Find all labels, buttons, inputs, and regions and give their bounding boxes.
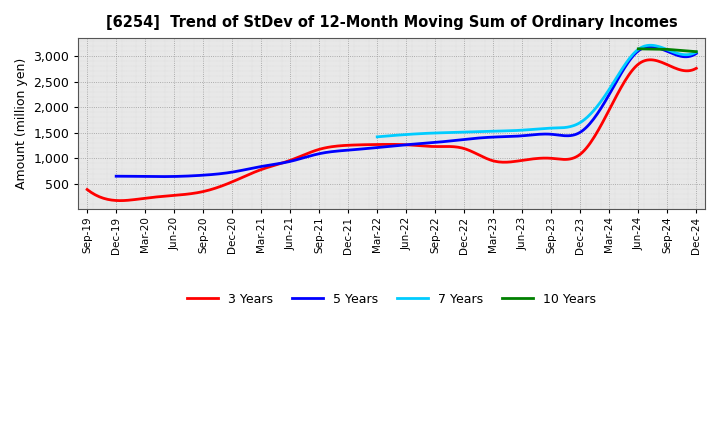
- 7 Years: [374, 134, 382, 139]
- 10 Years: [692, 49, 701, 54]
- 3 Years: [448, 144, 456, 149]
- 5 Years: [156, 174, 165, 179]
- Line: 7 Years: 7 Years: [377, 45, 696, 137]
- Title: [6254]  Trend of StDev of 12-Month Moving Sum of Ordinary Incomes: [6254] Trend of StDev of 12-Month Moving…: [106, 15, 678, 30]
- 5 Years: [603, 95, 611, 101]
- 3 Years: [692, 66, 701, 71]
- 7 Years: [568, 123, 577, 128]
- 5 Years: [469, 136, 477, 141]
- 7 Years: [373, 134, 382, 139]
- Line: 5 Years: 5 Years: [116, 47, 696, 176]
- 3 Years: [598, 120, 607, 125]
- 3 Years: [637, 59, 646, 65]
- Y-axis label: Amount (million yen): Amount (million yen): [15, 58, 28, 189]
- 10 Years: [634, 46, 643, 51]
- 7 Years: [663, 47, 672, 52]
- Line: 10 Years: 10 Years: [639, 49, 696, 51]
- 5 Years: [114, 173, 122, 179]
- 3 Years: [115, 198, 124, 203]
- 5 Years: [112, 173, 120, 179]
- 3 Years: [645, 57, 654, 62]
- 7 Years: [646, 43, 654, 48]
- 5 Years: [639, 45, 648, 50]
- 7 Years: [562, 125, 570, 130]
- 7 Years: [692, 49, 701, 55]
- 10 Years: [663, 47, 672, 52]
- Line: 3 Years: 3 Years: [87, 60, 696, 201]
- Legend: 3 Years, 5 Years, 7 Years, 10 Years: 3 Years, 5 Years, 7 Years, 10 Years: [182, 288, 601, 311]
- 3 Years: [458, 145, 467, 150]
- 5 Years: [645, 44, 654, 49]
- 3 Years: [83, 187, 91, 192]
- 3 Years: [446, 144, 454, 149]
- 5 Years: [692, 51, 701, 56]
- 5 Years: [459, 137, 468, 142]
- 7 Years: [642, 43, 650, 48]
- 5 Years: [457, 137, 466, 142]
- 7 Years: [563, 125, 572, 130]
- 3 Years: [85, 188, 94, 194]
